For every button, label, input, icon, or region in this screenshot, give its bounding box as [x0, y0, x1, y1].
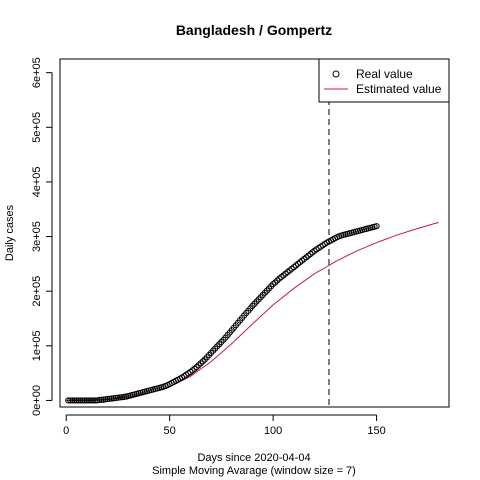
- real-value-series: [65, 223, 380, 404]
- x-tick-label: 150: [367, 425, 385, 437]
- real-value-point: [73, 397, 80, 404]
- real-value-point: [69, 397, 76, 404]
- real-value-point: [114, 394, 122, 401]
- real-value-point: [90, 397, 97, 404]
- x-axis: 0 50 100 150: [63, 414, 386, 437]
- real-value-point: [112, 394, 119, 402]
- real-value-point: [71, 397, 78, 404]
- real-value-point: [67, 397, 74, 404]
- real-value-point: [65, 397, 72, 404]
- legend-box: [318, 58, 450, 103]
- x-tick-label: 100: [264, 425, 282, 437]
- x-axis-sublabel: Simple Moving Avarage (window size = 7): [152, 465, 356, 477]
- plot-frame: [59, 58, 450, 408]
- x-tick-label: 0: [63, 425, 69, 437]
- real-value-point: [81, 397, 88, 404]
- real-value-point: [79, 397, 86, 404]
- real-value-point: [77, 397, 84, 404]
- y-tick-label: 4e+05: [31, 166, 43, 197]
- real-value-point: [102, 396, 109, 403]
- estimated-value-line: [66, 221, 439, 401]
- legend-real-value-label: Real value: [356, 67, 413, 81]
- legend-estimated-value-label: Estimated value: [356, 82, 442, 96]
- legend: Real value Estimated value: [318, 58, 450, 103]
- real-value-point: [100, 396, 107, 403]
- y-axis-label: Daily cases: [4, 204, 16, 261]
- y-axis: 0e+00 1e+05 2e+05 3e+05 4e+05 5e+05 6e+05: [31, 57, 53, 416]
- y-tick-label: 5e+05: [31, 112, 43, 143]
- y-tick-label: 1e+05: [31, 330, 43, 361]
- y-tick-label: 0e+00: [31, 385, 43, 416]
- real-value-point: [108, 395, 115, 402]
- legend-real-value-marker: [332, 70, 340, 78]
- real-value-point: [92, 397, 99, 404]
- real-value-point: [85, 397, 93, 404]
- x-tick-label: 50: [164, 425, 176, 437]
- y-tick-label: 2e+05: [31, 276, 43, 307]
- x-axis-label: Days since 2020-04-04: [197, 452, 310, 464]
- real-value-point: [104, 395, 111, 403]
- chart-title: Bangladesh / Gompertz: [176, 22, 332, 38]
- y-tick-label: 3e+05: [31, 221, 43, 252]
- real-value-point: [121, 393, 128, 400]
- real-value-point: [75, 397, 82, 404]
- real-value-point: [116, 394, 124, 401]
- y-tick-label: 6e+05: [31, 57, 43, 88]
- estimated-value-series: [66, 221, 439, 401]
- real-value-point: [98, 396, 105, 403]
- real-value-point: [106, 395, 113, 402]
- real-value-point: [118, 394, 126, 401]
- real-value-point: [373, 223, 380, 230]
- real-value-point: [83, 397, 90, 404]
- real-value-point: [87, 397, 95, 404]
- real-value-point: [96, 396, 103, 403]
- real-value-point: [110, 395, 117, 402]
